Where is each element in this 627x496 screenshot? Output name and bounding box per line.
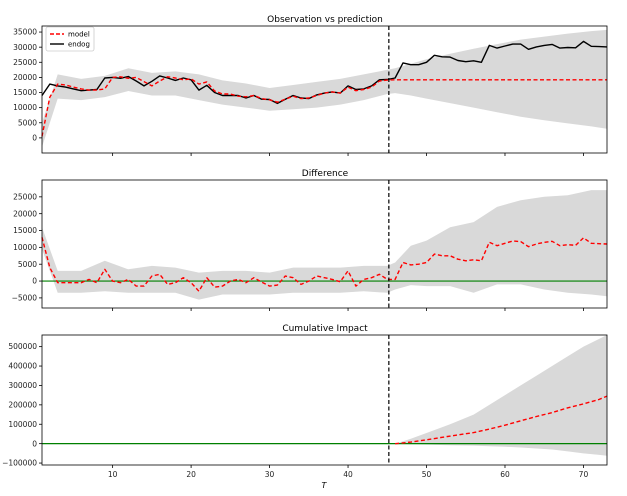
x-tick-label: 30 bbox=[265, 470, 275, 479]
y-tick-label: 5000 bbox=[18, 118, 37, 127]
series-line bbox=[395, 395, 608, 445]
panel-cumulative-impact: Cumulative Impact −100000 0 100000 200000 30… bbox=[2, 324, 608, 490]
y-tick-label: 25000 bbox=[13, 192, 37, 201]
panel-title: Difference bbox=[302, 169, 349, 179]
x-tick-label: 60 bbox=[500, 470, 510, 479]
x-tick-label: 40 bbox=[343, 470, 353, 479]
plot-area: 0 5000 10000 15000 20000 25000 30000 35000 bbox=[13, 25, 608, 156]
y-tick-label: 20000 bbox=[13, 209, 37, 218]
series-line bbox=[41, 237, 608, 292]
axes-frame bbox=[41, 179, 608, 309]
y-tick-label: 5000 bbox=[18, 260, 37, 269]
y-tick-label: 30000 bbox=[13, 43, 37, 52]
x-tick-label: 70 bbox=[579, 470, 589, 479]
y-tick-label: 0 bbox=[32, 133, 37, 142]
axes-frame bbox=[41, 25, 608, 154]
y-tick-label: 500000 bbox=[8, 342, 37, 351]
y-tick-label: 200000 bbox=[8, 400, 37, 409]
x-tick-label: 20 bbox=[186, 470, 196, 479]
y-tick-label: −5000 bbox=[12, 293, 38, 302]
y-tick-label: 15000 bbox=[13, 88, 37, 97]
y-tick-label: 400000 bbox=[8, 362, 37, 371]
series-line-endog bbox=[41, 40, 608, 105]
x-tick-label: 10 bbox=[108, 470, 118, 479]
confidence-band bbox=[395, 335, 607, 456]
y-tick-label: 0 bbox=[32, 277, 37, 286]
confidence-band bbox=[42, 190, 607, 300]
legend-box bbox=[45, 26, 95, 52]
plot-area: −100000 0 100000 200000 300000 400000 500000 10… bbox=[2, 334, 608, 479]
panel-title: Observation vs prediction bbox=[267, 15, 383, 25]
y-tick-label: 15000 bbox=[13, 226, 37, 235]
panel-difference: Difference −5000 0 5000 10000 15000 20000 2500… bbox=[12, 169, 608, 311]
axes-frame bbox=[41, 334, 608, 466]
y-tick-label: 10000 bbox=[13, 103, 37, 112]
y-tick-label: 300000 bbox=[8, 381, 37, 390]
y-tick-label: −100000 bbox=[2, 459, 37, 468]
y-tick-label: 100000 bbox=[8, 420, 37, 429]
y-tick-label: 10000 bbox=[13, 243, 37, 252]
x-tick-label: 50 bbox=[422, 470, 432, 479]
confidence-band bbox=[42, 29, 607, 147]
legend: model endog bbox=[45, 26, 95, 52]
y-tick-label: 20000 bbox=[13, 73, 37, 82]
panel-observation-vs-prediction: Observation vs prediction 0 5000 10000 1500… bbox=[13, 15, 608, 156]
plot-area: −5000 0 5000 10000 15000 20000 25000 bbox=[12, 179, 608, 311]
x-axis-label: T bbox=[322, 481, 328, 490]
legend-model-label: model bbox=[68, 31, 90, 39]
panel-title: Cumulative Impact bbox=[282, 324, 368, 334]
y-tick-label: 0 bbox=[32, 439, 37, 448]
y-tick-label: 35000 bbox=[13, 28, 37, 37]
y-tick-label: 25000 bbox=[13, 58, 37, 67]
legend-endog-label: endog bbox=[68, 41, 90, 49]
